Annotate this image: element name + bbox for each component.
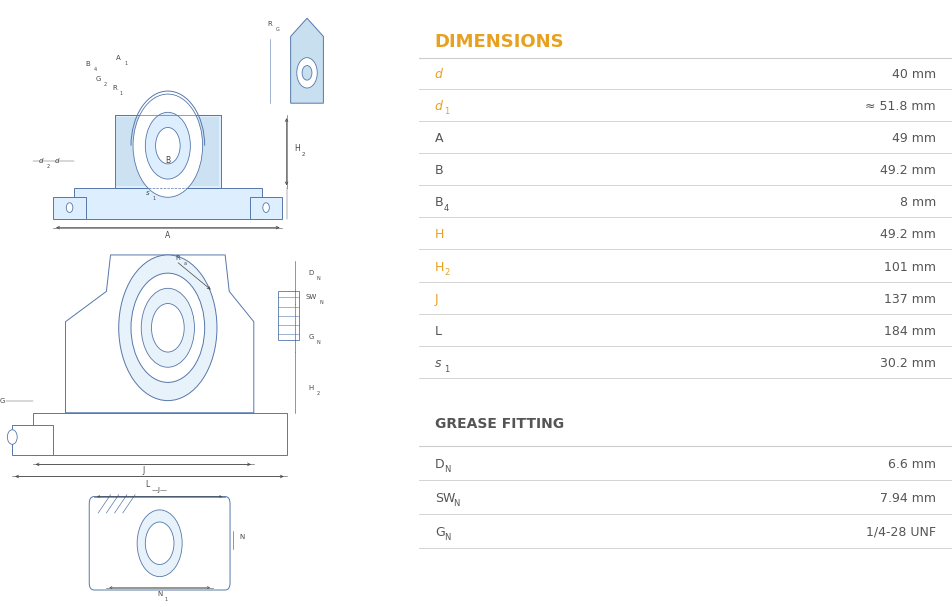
- Text: J: J: [435, 293, 439, 306]
- Text: 4: 4: [444, 204, 449, 212]
- Circle shape: [302, 66, 312, 80]
- Circle shape: [151, 304, 185, 352]
- Circle shape: [155, 127, 180, 164]
- Text: 2: 2: [316, 392, 320, 396]
- Text: 2: 2: [104, 82, 107, 87]
- Text: 49.2 mm: 49.2 mm: [881, 228, 936, 242]
- Bar: [73, 188, 262, 219]
- Text: d: d: [55, 158, 60, 164]
- Bar: [249, 197, 283, 219]
- Text: A: A: [166, 231, 170, 240]
- Text: G: G: [275, 27, 279, 32]
- Text: H: H: [294, 144, 300, 153]
- Text: N: N: [320, 300, 324, 305]
- Text: B: B: [435, 164, 444, 177]
- Text: SW: SW: [306, 294, 317, 300]
- Text: R: R: [112, 85, 117, 91]
- Text: 1/4-28 UNF: 1/4-28 UNF: [866, 526, 936, 539]
- Text: G: G: [308, 334, 314, 340]
- Text: B: B: [435, 196, 444, 209]
- FancyBboxPatch shape: [89, 497, 230, 590]
- Text: 1: 1: [444, 365, 449, 373]
- Circle shape: [141, 288, 194, 367]
- Text: 49.2 mm: 49.2 mm: [881, 164, 936, 177]
- Text: 2: 2: [302, 152, 306, 157]
- Text: H: H: [435, 260, 445, 274]
- Text: D: D: [435, 458, 445, 471]
- Bar: [32, 413, 287, 455]
- Text: 184 mm: 184 mm: [884, 325, 936, 338]
- Text: d: d: [39, 158, 43, 164]
- Text: 1: 1: [152, 196, 156, 201]
- Text: GREASE FITTING: GREASE FITTING: [435, 417, 564, 431]
- Text: A: A: [116, 55, 121, 61]
- Text: —J—: —J—: [151, 487, 168, 493]
- Text: 7.94 mm: 7.94 mm: [880, 492, 936, 505]
- Text: J: J: [142, 466, 145, 475]
- Circle shape: [137, 510, 182, 577]
- Text: G: G: [95, 76, 101, 82]
- Text: SW: SW: [435, 492, 455, 505]
- Circle shape: [67, 203, 73, 212]
- Text: 1: 1: [444, 107, 449, 116]
- Text: 30.2 mm: 30.2 mm: [880, 357, 936, 370]
- Polygon shape: [66, 255, 254, 413]
- Text: N: N: [453, 500, 460, 508]
- Text: N: N: [316, 340, 320, 345]
- Text: d: d: [435, 67, 443, 81]
- Text: 1: 1: [124, 61, 128, 66]
- Circle shape: [146, 522, 174, 565]
- Text: 40 mm: 40 mm: [892, 67, 936, 81]
- Circle shape: [146, 112, 190, 179]
- Text: a: a: [184, 261, 187, 266]
- Circle shape: [8, 430, 17, 444]
- Text: G: G: [0, 398, 5, 404]
- Text: DIMENSIONS: DIMENSIONS: [435, 33, 565, 52]
- Text: 101 mm: 101 mm: [884, 260, 936, 274]
- Text: N: N: [239, 534, 244, 540]
- Text: L: L: [146, 480, 149, 489]
- Text: s: s: [435, 357, 442, 370]
- Text: 2: 2: [444, 268, 449, 277]
- Text: A: A: [435, 132, 444, 145]
- Circle shape: [131, 273, 205, 382]
- Text: G: G: [435, 526, 445, 539]
- Circle shape: [297, 58, 317, 88]
- Text: 4: 4: [93, 67, 96, 72]
- Text: N: N: [444, 534, 450, 542]
- Polygon shape: [290, 18, 324, 103]
- Text: N: N: [316, 276, 320, 281]
- Bar: [114, 115, 221, 188]
- Text: 137 mm: 137 mm: [884, 293, 936, 306]
- Text: 6.6 mm: 6.6 mm: [888, 458, 936, 471]
- Text: B: B: [166, 157, 170, 165]
- Text: B: B: [86, 61, 90, 67]
- Circle shape: [133, 94, 203, 197]
- Text: R: R: [176, 255, 181, 261]
- Text: L: L: [435, 325, 442, 338]
- Text: 1: 1: [120, 91, 123, 96]
- Text: H: H: [308, 385, 314, 392]
- Text: ≈ 51.8 mm: ≈ 51.8 mm: [865, 100, 936, 113]
- Bar: [53, 197, 86, 219]
- Text: H: H: [435, 228, 445, 242]
- Bar: [12, 425, 53, 455]
- Text: 8 mm: 8 mm: [900, 196, 936, 209]
- Text: d: d: [435, 100, 443, 113]
- Text: s: s: [146, 190, 149, 196]
- Bar: [278, 291, 299, 340]
- Text: R: R: [268, 21, 272, 27]
- Text: 1: 1: [165, 597, 169, 602]
- Text: D: D: [308, 270, 314, 276]
- Circle shape: [263, 203, 269, 212]
- Text: 49 mm: 49 mm: [892, 132, 936, 145]
- Text: 2: 2: [47, 164, 50, 169]
- Text: N: N: [157, 591, 162, 597]
- Text: N: N: [444, 466, 450, 474]
- Bar: [116, 117, 219, 186]
- Circle shape: [119, 255, 217, 401]
